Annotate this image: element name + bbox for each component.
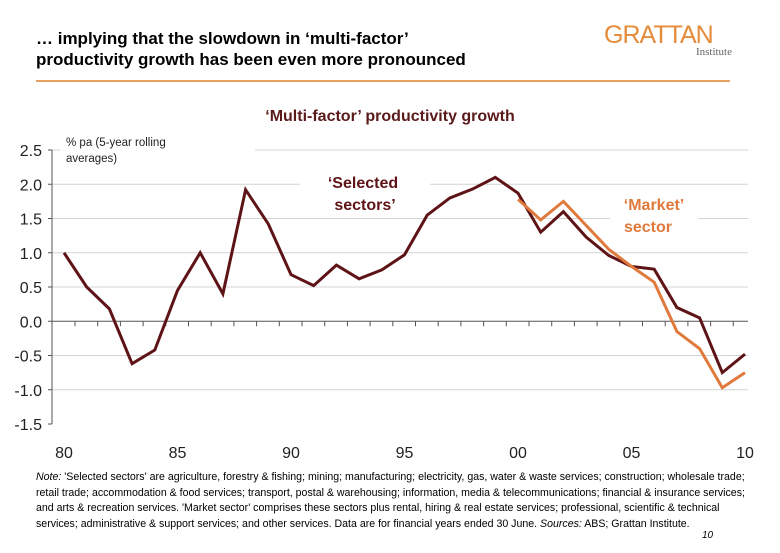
footnote: Note: 'Selected sectors' are agriculture… [36,470,756,532]
title-line-1: … implying that the slowdown in ‘multi-f… [36,29,409,48]
selected-label-bg [300,170,430,216]
page-number: 10 [702,530,714,541]
y-tick-label: -1.0 [14,383,42,400]
grattan-logo: GRATTAN Institute [604,22,732,58]
slide-title: … implying that the slowdown in ‘multi-f… [36,28,466,70]
y-axis-label: % pa (5-year rolling [66,137,166,149]
x-tick-label: 85 [169,445,187,462]
x-tick-label: 00 [509,445,527,462]
title-line-2: productivity growth has been even more p… [36,50,466,69]
y-tick-label: 0.5 [20,280,42,297]
chart: 2.5 2.0 1.5 1.0 0.5 0.0 -0.5 -1.0 -1.5 80 85 90 95 00… [14,133,754,462]
legend-market-sector: sector [624,219,672,236]
chart-title: ‘Multi-factor’ productivity growth [265,108,515,125]
note-label: Note: [36,471,62,483]
x-tick-label: 90 [282,445,300,462]
legend-selected-sectors: sectors’ [334,197,395,214]
x-tick-label: 05 [623,445,641,462]
x-tick-label: 10 [736,445,754,462]
sources-text: ABS; Grattan Institute. [581,517,690,530]
y-tick-label: -0.5 [14,349,42,366]
logo-sub: Institute [695,46,732,58]
market-label-bg [610,188,698,236]
y-tick-label: 1.5 [20,212,42,229]
y-axis-label: averages) [66,153,117,165]
x-tick-label: 95 [396,445,414,462]
y-tick-label: 0.0 [20,314,42,331]
header-rule [36,80,730,82]
note-text: 'Selected sectors' are agriculture, fore… [36,471,745,530]
legend-market-sector: ‘Market’ [624,197,684,214]
y-tick-label: 1.0 [20,246,42,263]
y-tick-label: 2.0 [20,177,42,194]
legend-selected-sectors: ‘Selected [328,175,398,192]
ylabel-bg [60,133,255,169]
y-tick-label: 2.5 [20,143,42,160]
x-tick-label: 80 [55,445,73,462]
logo-main: GRATTAN [604,21,714,49]
sources-label: Sources: [540,517,582,530]
y-tick-label: -1.5 [14,417,42,434]
